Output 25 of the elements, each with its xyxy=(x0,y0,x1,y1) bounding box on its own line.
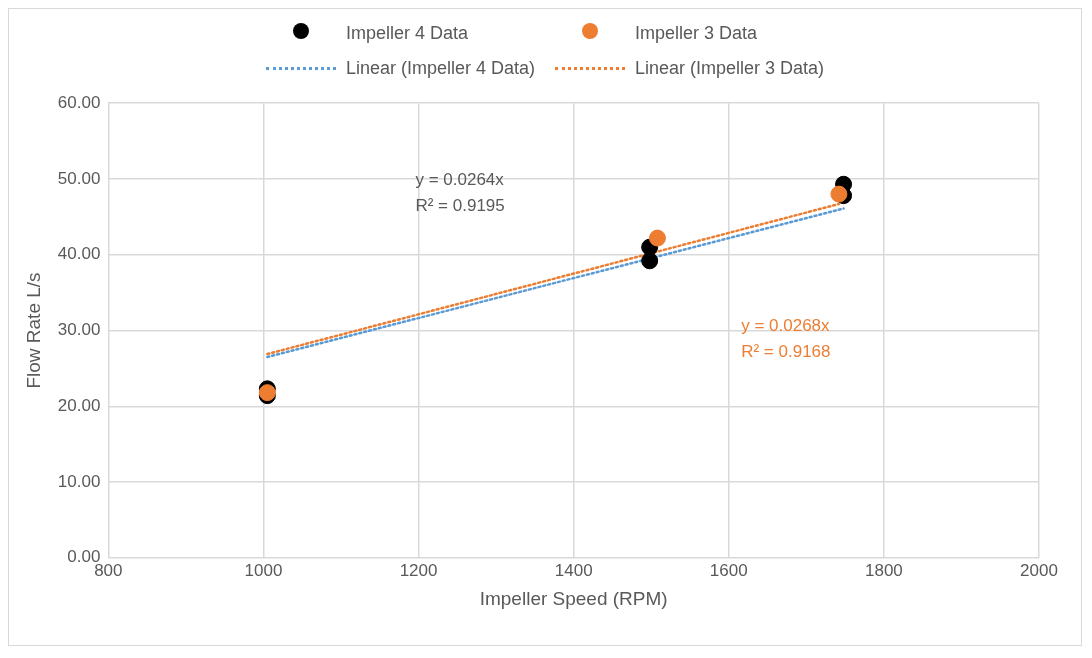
y-tick-label: 60.00 xyxy=(57,92,101,112)
legend-label: Impeller 3 Data xyxy=(635,23,758,44)
y-tick-label: 40.00 xyxy=(57,244,101,264)
annotation: y = 0.0264x xyxy=(415,170,505,190)
x-tick-label: 2000 xyxy=(1020,560,1058,580)
legend-label: Linear (Impeller 3 Data) xyxy=(635,58,825,79)
annotation: R² = 0.9195 xyxy=(415,196,505,216)
annotation: R² = 0.9168 xyxy=(741,341,831,361)
x-tick-label: 1600 xyxy=(709,560,748,580)
legend-label: Linear (Impeller 4 Data) xyxy=(345,58,535,79)
point xyxy=(641,252,659,270)
x-tick-label: 1200 xyxy=(399,560,438,580)
x-axis-title: Impeller Speed (RPM) xyxy=(479,587,668,609)
point xyxy=(830,185,848,203)
y-tick-label: 20.00 xyxy=(57,395,101,415)
y-tick-label: 30.00 xyxy=(57,320,101,340)
y-tick-label: 10.00 xyxy=(57,471,101,491)
y-axis-title: Flow Rate L/s xyxy=(22,272,44,389)
legend-label: Impeller 4 Data xyxy=(345,23,468,44)
x-tick-label: 1400 xyxy=(554,560,593,580)
x-tick-label: 1000 xyxy=(244,560,283,580)
y-tick-label: 50.00 xyxy=(57,168,101,188)
point xyxy=(648,229,666,247)
x-tick-label: 1800 xyxy=(864,560,903,580)
annotation: y = 0.0268x xyxy=(741,315,831,335)
